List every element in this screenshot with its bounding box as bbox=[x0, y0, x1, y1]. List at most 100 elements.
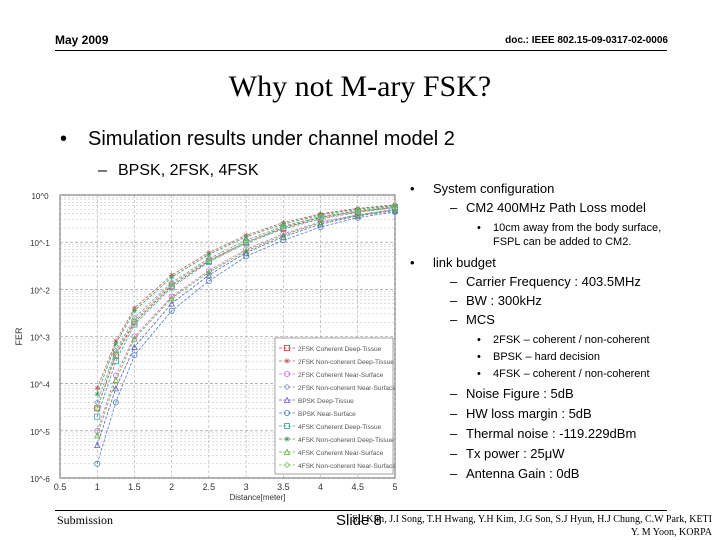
data-point bbox=[168, 300, 175, 307]
data-point bbox=[280, 231, 287, 239]
sys-note-line-1: 10cm away from the body surface, bbox=[493, 222, 662, 234]
x-tick-label: 4 bbox=[318, 482, 323, 492]
dash-more-1: – bbox=[450, 406, 458, 421]
data-point bbox=[113, 341, 119, 347]
data-point bbox=[242, 249, 250, 256]
data-point bbox=[283, 409, 290, 416]
x-tick-label: 2.5 bbox=[203, 482, 216, 492]
system-config-item: CM2 400MHz Path Loss model bbox=[466, 200, 646, 215]
link-budget-title: link budget bbox=[433, 255, 496, 270]
series-line bbox=[96, 207, 396, 417]
data-point bbox=[94, 460, 101, 467]
data-point bbox=[131, 335, 138, 342]
more-item-noise-figure: Noise Figure : 5dB bbox=[466, 386, 574, 401]
data-point bbox=[242, 247, 250, 254]
x-tick-label: 2 bbox=[169, 482, 174, 492]
right-bullet-dot-2: • bbox=[410, 255, 415, 270]
sys-note-dot: • bbox=[477, 222, 481, 234]
fer-chart: 10^0 10^-1 10^-2 10^-3 10^-4 10^-5 10^-6 0.5 1 1.… bbox=[14, 192, 399, 502]
data-point bbox=[391, 206, 399, 213]
data-point bbox=[243, 234, 249, 240]
data-point bbox=[205, 256, 213, 264]
legend-entry: BPSK Deep-Tissue bbox=[298, 398, 354, 405]
legend-entry: 2FSK Non-coherent Deep-Tissue bbox=[298, 359, 394, 366]
data-point bbox=[168, 280, 175, 288]
x-tick-label: 3 bbox=[244, 482, 249, 492]
series-line bbox=[96, 206, 396, 409]
data-point bbox=[317, 213, 324, 221]
more-item-hw-loss: HW loss margin : 5dB bbox=[466, 406, 592, 421]
data-point bbox=[131, 333, 138, 340]
more-item-antenna-gain: Antenna Gain : 0dB bbox=[466, 466, 580, 481]
data-point bbox=[283, 422, 290, 429]
more-item-tx-power: Tx power : 25μW bbox=[466, 446, 565, 461]
x-axis-label: Distance[meter] bbox=[229, 493, 285, 502]
legend-entry: 4FSK Non-coherent Deep-Tissue bbox=[298, 437, 394, 444]
data-point bbox=[354, 207, 361, 215]
y-tick-label: 10^0 bbox=[31, 192, 49, 201]
data-point bbox=[94, 391, 100, 397]
data-point bbox=[112, 349, 119, 357]
series-line bbox=[96, 204, 396, 389]
data-point bbox=[168, 284, 175, 291]
data-point bbox=[283, 344, 290, 351]
x-tick-label: 4.5 bbox=[352, 482, 365, 492]
y-tick-label: 10^-2 bbox=[30, 286, 50, 295]
footer-submission: Submission bbox=[57, 513, 114, 527]
footer-authors-line-2: Y. M Yoon, KORPA bbox=[630, 527, 712, 538]
data-point bbox=[283, 448, 291, 456]
y-tick-label: 10^-1 bbox=[30, 239, 50, 248]
data-point bbox=[94, 399, 101, 406]
data-point bbox=[317, 223, 324, 230]
data-point bbox=[242, 239, 250, 246]
dash-link-0: – bbox=[450, 274, 458, 289]
slide-title: Why not M-ary FSK? bbox=[228, 70, 492, 103]
data-point bbox=[317, 219, 324, 226]
data-point bbox=[168, 294, 175, 302]
data-point bbox=[93, 431, 101, 439]
series-line bbox=[96, 208, 396, 431]
mcs-item-bpsk: BPSK – hard decision bbox=[493, 351, 601, 363]
data-point bbox=[317, 220, 324, 228]
sub-bullet-modulations: BPSK, 2FSK, 4FSK bbox=[118, 162, 259, 179]
data-point bbox=[168, 307, 175, 314]
data-point bbox=[94, 385, 100, 391]
y-tick-label: 10^-6 bbox=[30, 475, 50, 484]
more-item-thermal-noise: Thermal noise : -119.229dBm bbox=[466, 426, 637, 441]
mcs-item-4fsk: 4FSK – coherent / non-coherent bbox=[493, 368, 650, 380]
link-item-mcs: MCS bbox=[466, 312, 495, 327]
series-line bbox=[96, 205, 396, 395]
footer-authors-line-1: S.J Kim, J.I Song, T.H Hwang, Y.H Kim, J… bbox=[351, 514, 712, 525]
data-point bbox=[355, 206, 361, 212]
y-tick-label: 10^-3 bbox=[30, 334, 50, 343]
legend-entry: 2FSK Coherent Near-Surface bbox=[298, 372, 384, 379]
data-point bbox=[206, 251, 212, 258]
data-point bbox=[284, 358, 290, 364]
link-item-carrier: Carrier Frequency : 403.5MHz bbox=[466, 274, 641, 289]
legend-entry: 2FSK Coherent Deep-Tissue bbox=[298, 346, 382, 353]
legend-entry: BPSK Near-Surface bbox=[298, 411, 356, 418]
data-point bbox=[131, 343, 138, 350]
sys-note-line-2: FSPL can be added to CM2. bbox=[493, 236, 632, 248]
data-point bbox=[93, 441, 101, 449]
data-point bbox=[94, 405, 101, 412]
data-point bbox=[168, 293, 175, 300]
dash-link-2: – bbox=[450, 312, 458, 327]
mcs-item-2fsk: 2FSK – coherent / non-coherent bbox=[493, 334, 650, 346]
data-point bbox=[131, 317, 138, 324]
footer-slide-number: Slide 8 bbox=[336, 512, 382, 529]
legend-entry: 4FSK Non-coherent Near-Surface bbox=[298, 463, 396, 470]
x-tick-label: 0.5 bbox=[54, 482, 67, 492]
data-point bbox=[392, 202, 398, 209]
dash-more-4: – bbox=[450, 466, 458, 481]
mcs-dot-0: • bbox=[477, 334, 481, 346]
footer-rule bbox=[55, 510, 667, 511]
data-point bbox=[131, 352, 138, 359]
dash-more-0: – bbox=[450, 386, 458, 401]
data-point bbox=[391, 203, 399, 210]
series-line bbox=[96, 210, 396, 446]
data-point bbox=[131, 308, 138, 314]
system-config-title: System configuration bbox=[433, 181, 555, 196]
data-point bbox=[112, 399, 119, 406]
data-point bbox=[169, 274, 175, 280]
